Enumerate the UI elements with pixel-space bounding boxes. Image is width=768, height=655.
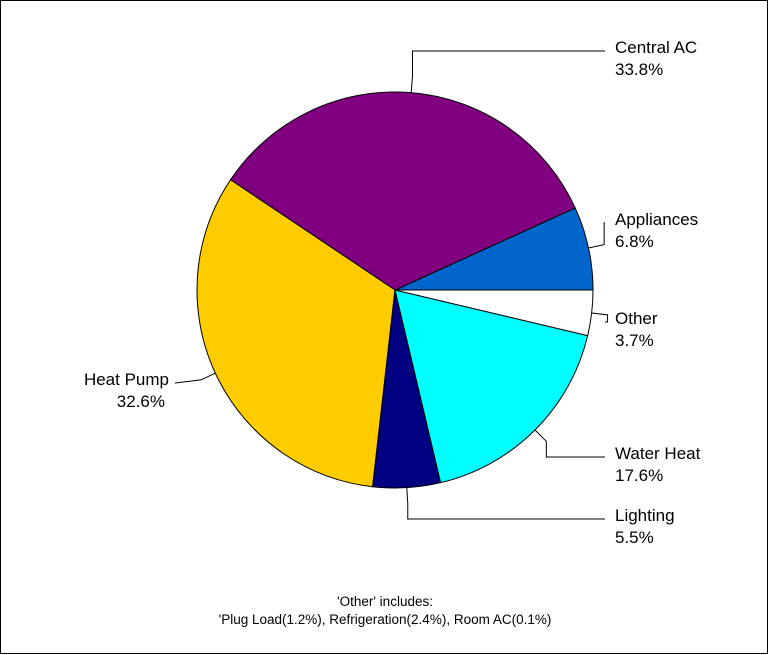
footnote-line-1: 'Other' includes: [337,594,433,609]
leader-line-appliances [588,222,605,249]
leader-line-water-heat [534,429,605,458]
slice-percent-central-ac: 33.8% [615,60,663,79]
slice-percent-water-heat: 17.6% [615,466,663,485]
pie-slice-heat-pump [196,179,396,488]
footnote-line-2: 'Plug Load(1.2%), Refrigeration(2.4%), R… [218,612,552,627]
slice-percent-lighting: 5.5% [615,528,654,547]
footnote: 'Other' includes: 'Plug Load(1.2%), Refr… [1,593,768,629]
slice-label-lighting: Lighting [615,506,675,525]
slice-percent-other: 3.7% [615,331,654,350]
leader-line-lighting [406,487,605,520]
slice-label-other: Other [615,309,658,328]
slice-label-appliances: Appliances [615,210,698,229]
pie-slice-central-ac [229,91,576,291]
leader-line-other [591,312,609,323]
leader-lines [174,50,609,520]
slice-label-central-ac: Central AC [615,38,697,57]
slice-label-heat-pump: Heat Pump [84,370,169,389]
slice-labels: Appliances 6.8% Central AC 33.8% Heat Pump 32… [84,38,701,547]
slice-label-water-heat: Water Heat [615,444,701,463]
pie-slice-water-heat [394,289,589,484]
pie-slices [196,91,594,489]
slice-percent-appliances: 6.8% [615,232,654,251]
leader-line-central-ac [410,50,605,93]
slice-percent-heat-pump: 32.6% [117,392,165,411]
leader-line-heat-pump [174,372,216,384]
